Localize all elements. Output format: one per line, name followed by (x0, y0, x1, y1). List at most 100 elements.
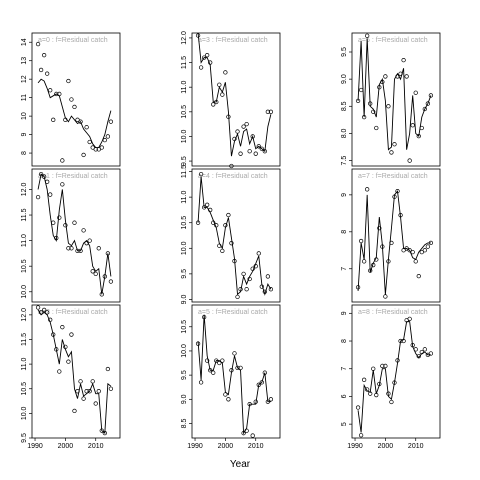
data-point (69, 246, 74, 251)
data-point (60, 182, 65, 187)
panel-frame (351, 304, 441, 439)
data-point (108, 386, 114, 391)
data-point (54, 91, 59, 97)
data-point (256, 251, 261, 256)
y-tick-label: 13 (21, 57, 28, 65)
y-tick-label: 8.0 (341, 128, 348, 138)
data-point (389, 399, 394, 405)
y-tick-label: 9.5 (341, 47, 348, 57)
data-point (419, 249, 424, 255)
y-tick-label: 10.5 (181, 320, 188, 334)
data-point (57, 215, 62, 220)
data-point (198, 171, 204, 177)
y-tick-label: 9.5 (181, 156, 188, 166)
fit-line (37, 309, 112, 434)
y-tick-label: 12.0 (21, 183, 28, 197)
data-point (84, 389, 89, 394)
data-point (45, 71, 50, 76)
data-point (410, 123, 415, 128)
data-point (422, 347, 427, 352)
data-point (205, 202, 210, 207)
data-point (365, 33, 370, 38)
x-tick-label: 2000 (218, 443, 234, 450)
data-point (422, 248, 427, 253)
data-point (355, 405, 361, 410)
y-tick-label: 11.5 (181, 56, 188, 69)
y-tick-label: 9.0 (181, 294, 188, 304)
x-tick-label: 2010 (408, 443, 424, 450)
y-tick-label: 7 (341, 367, 348, 371)
data-point (217, 82, 222, 87)
data-point (250, 433, 255, 438)
y-tick-label: 11.5 (21, 208, 28, 221)
panel-strip: a=4 : f=Residual catch (198, 173, 268, 180)
data-point (211, 102, 216, 107)
y-tick-label: 12.0 (181, 31, 188, 45)
y-tick-label: 9.0 (181, 394, 188, 404)
y-tick-label: 9.0 (341, 74, 348, 84)
panel-frame (191, 32, 281, 167)
data-point (75, 117, 80, 122)
y-tick-label: 10.5 (21, 259, 28, 273)
y-tick-label: 11.0 (21, 234, 28, 247)
data-point (265, 109, 271, 114)
data-point (235, 294, 240, 300)
data-point (48, 192, 53, 197)
data-point (87, 389, 92, 394)
x-tick-label: 1990 (187, 443, 203, 450)
data-point (383, 294, 388, 299)
fit-line (37, 78, 112, 148)
data-point (244, 121, 249, 127)
data-point (425, 101, 431, 106)
data-point (93, 401, 98, 406)
data-point (105, 366, 111, 372)
x-tick-label: 2000 (378, 443, 394, 450)
data-point (78, 119, 83, 124)
data-point (35, 305, 41, 310)
data-point (380, 363, 385, 369)
data-point (60, 158, 65, 163)
data-point (361, 259, 367, 264)
data-point (374, 125, 379, 131)
data-point (198, 380, 204, 385)
panel-strip: a=6 : f=Residual catch (358, 37, 428, 44)
fit-line (197, 32, 272, 157)
data-point (96, 389, 101, 394)
data-point (102, 137, 107, 143)
y-tick-label: 10.0 (21, 285, 28, 299)
data-point (247, 149, 252, 154)
y-tick-label: 8 (341, 339, 348, 343)
y-tick-label: 9 (341, 311, 348, 315)
y-tick-label: 11.5 (181, 165, 188, 178)
data-point (226, 212, 231, 218)
data-point (223, 392, 228, 397)
y-tick-label: 9.5 (21, 433, 28, 443)
data-point (413, 90, 418, 95)
y-tick-label: 10.0 (181, 130, 188, 144)
data-point (229, 241, 234, 246)
y-tick-label: 7.5 (341, 156, 348, 166)
data-point (244, 287, 249, 292)
data-point (84, 125, 89, 130)
data-point (268, 397, 274, 402)
y-tick-label: 10.0 (21, 406, 28, 420)
data-point (96, 246, 101, 251)
data-point (205, 358, 210, 363)
data-point (404, 74, 409, 79)
data-point (220, 358, 225, 363)
data-point (87, 139, 92, 145)
data-point (69, 97, 74, 102)
data-point (358, 87, 364, 93)
data-point (416, 273, 421, 279)
y-tick-label: 11.0 (181, 81, 188, 94)
data-point (87, 238, 92, 243)
panel-frame (31, 168, 121, 303)
data-point (60, 325, 65, 330)
data-point (428, 93, 434, 98)
y-tick-label: 10.5 (21, 382, 28, 396)
data-point (220, 248, 225, 253)
data-point (371, 366, 376, 371)
data-point (358, 433, 364, 438)
data-point (35, 41, 41, 47)
